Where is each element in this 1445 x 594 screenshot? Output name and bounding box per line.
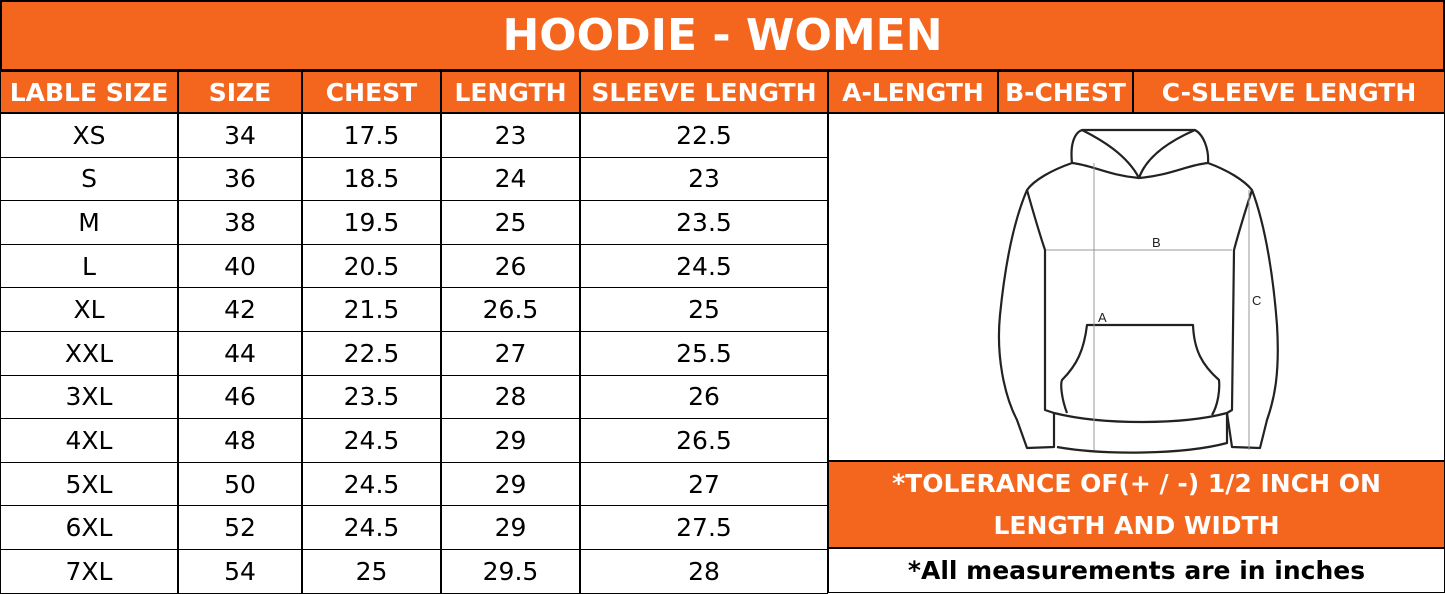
table-cell: 20.5: [302, 243, 441, 289]
table-cell: 26.5: [441, 287, 580, 332]
table-cell: 21.5: [302, 287, 441, 332]
table-cell: 18.5: [302, 156, 441, 202]
diagram-header: A-LENGTH: [828, 71, 998, 113]
measurement-note: *All measurements are in inches: [828, 548, 1445, 593]
table-cell: 44: [178, 331, 302, 376]
table-cell: 46: [178, 374, 302, 420]
table-cell: 6XL: [0, 505, 178, 550]
table-cell: 52: [178, 505, 302, 550]
table-cell: 29: [441, 461, 580, 507]
table-cell: 25: [302, 549, 441, 594]
diagram-header: B-CHEST: [998, 71, 1133, 113]
table-cell: 27: [441, 331, 580, 376]
table-cell: 22.5: [580, 113, 828, 158]
column-header: SLEEVE LENGTH: [580, 71, 828, 113]
table-cell: 27.5: [580, 505, 828, 550]
table-cell: 24.5: [580, 243, 828, 289]
table-cell: 26: [580, 374, 828, 420]
table-cell: 24: [441, 156, 580, 202]
table-cell: 42: [178, 287, 302, 332]
chart-title: HOODIE - WOMEN: [0, 0, 1445, 71]
table-cell: 26: [441, 243, 580, 289]
table-cell: 25.5: [580, 331, 828, 376]
table-cell: 50: [178, 461, 302, 507]
table-cell: S: [0, 156, 178, 202]
table-cell: XS: [0, 113, 178, 158]
table-cell: 7XL: [0, 549, 178, 594]
table-cell: 54: [178, 549, 302, 594]
table-cell: XXL: [0, 331, 178, 376]
diagram-header: C-SLEEVE LENGTH: [1133, 71, 1445, 113]
label-b: B: [1152, 235, 1161, 250]
table-cell: 34: [178, 113, 302, 158]
table-cell: 28: [441, 374, 580, 420]
column-header: LABLE SIZE: [0, 71, 178, 113]
table-cell: 24.5: [302, 461, 441, 507]
label-c: C: [1252, 293, 1261, 308]
table-cell: 36: [178, 156, 302, 202]
tolerance-note: *TOLERANCE OF(+ / -) 1/2 INCH ON LENGTH …: [828, 461, 1445, 548]
hoodie-illustration: B A C: [997, 128, 1279, 454]
table-cell: 26.5: [580, 418, 828, 463]
table-cell: 40: [178, 243, 302, 289]
column-header: SIZE: [178, 71, 302, 113]
table-cell: 25: [580, 287, 828, 332]
column-header: CHEST: [302, 71, 441, 113]
table-cell: 23.5: [580, 200, 828, 245]
table-cell: M: [0, 200, 178, 245]
table-cell: 17.5: [302, 113, 441, 158]
table-cell: 38: [178, 200, 302, 245]
table-cell: 29: [441, 505, 580, 550]
table-cell: 23: [441, 113, 580, 158]
table-cell: 29: [441, 418, 580, 463]
column-header: LENGTH: [441, 71, 580, 113]
table-cell: 4XL: [0, 418, 178, 463]
table-cell: 22.5: [302, 331, 441, 376]
table-cell: 23.5: [302, 374, 441, 420]
table-cell: 25: [441, 200, 580, 245]
table-cell: 3XL: [0, 374, 178, 420]
table-cell: 29.5: [441, 549, 580, 594]
table-cell: 5XL: [0, 461, 178, 507]
table-cell: 48: [178, 418, 302, 463]
label-a: A: [1098, 310, 1107, 325]
hoodie-diagram: B A C: [828, 113, 1445, 461]
table-cell: 27: [580, 461, 828, 507]
table-cell: 23: [580, 156, 828, 202]
table-cell: 24.5: [302, 505, 441, 550]
table-cell: L: [0, 243, 178, 289]
table-cell: 19.5: [302, 200, 441, 245]
table-cell: XL: [0, 287, 178, 332]
table-cell: 28: [580, 549, 828, 594]
table-cell: 24.5: [302, 418, 441, 463]
